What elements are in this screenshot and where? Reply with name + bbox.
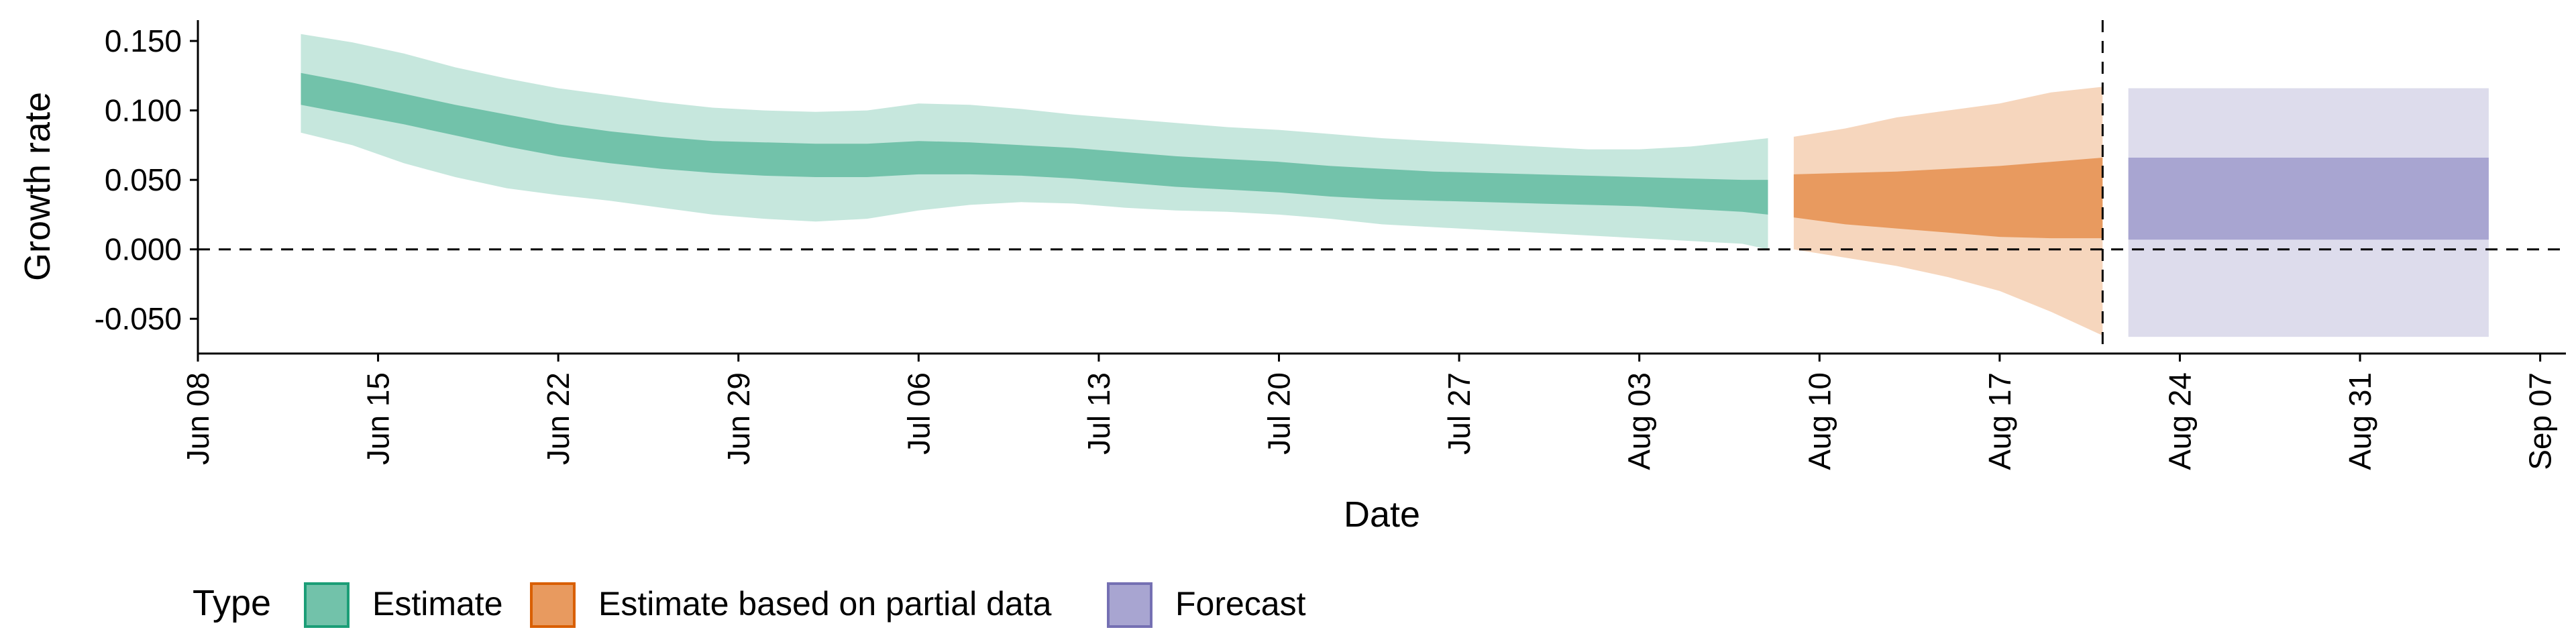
legend-key-series-2 (1107, 582, 1152, 628)
y-axis-title: Growth rate (17, 92, 58, 281)
x-tick-label: Aug 03 (1622, 372, 1657, 470)
reference-lines (198, 20, 2566, 354)
x-tick-label: Jul 27 (1442, 372, 1477, 455)
ribbon-bands (301, 34, 2489, 337)
x-tick-label: Jul 06 (901, 372, 936, 455)
x-tick-label: Jun 29 (721, 372, 756, 465)
x-tick-label: Aug 24 (2162, 372, 2197, 470)
legend-entries: Estimate Estimate based on partial data Fo… (304, 582, 1306, 628)
band-inner-series-0 (301, 72, 1768, 215)
legend-title: Type (193, 583, 271, 623)
y-tick-label: 0.050 (105, 162, 182, 197)
legend-key-series-1 (530, 582, 576, 628)
axes (197, 20, 2566, 355)
band-inner-series-2 (2128, 158, 2489, 240)
x-tick-label: Aug 10 (1802, 372, 1837, 470)
y-tick-label: 0.100 (105, 93, 182, 128)
x-axis-title: Date (1344, 494, 1420, 535)
y-tick-label: 0.150 (105, 23, 182, 58)
x-tick-label: Aug 31 (2343, 372, 2377, 470)
x-tick-label: Jul 20 (1262, 372, 1297, 455)
legend-key-series-0 (304, 582, 350, 628)
legend-label: Estimate based on partial data (598, 585, 1052, 623)
x-tick-label: Aug 17 (1982, 372, 2017, 470)
legend-label: Estimate (372, 585, 503, 623)
y-tick-label: -0.050 (95, 301, 182, 336)
legend: Type Estimate Estimate based on partial d… (193, 582, 1306, 628)
band-inner-series-1 (1793, 158, 2103, 239)
y-axis-ticks: -0.050 0.000 0.050 0.100 0.150 (95, 23, 198, 336)
y-tick-label: 0.000 (105, 232, 182, 267)
x-tick-label: Jun 15 (361, 372, 396, 465)
x-tick-label: Jun 22 (541, 372, 576, 465)
x-tick-label: Jul 13 (1081, 372, 1116, 455)
x-tick-label: Sep 07 (2523, 372, 2558, 470)
x-axis-ticks: Jun 08 Jun 15 Jun 22 Jun 29 Jul 06 Jul 13 Jul … (180, 354, 2558, 470)
legend-label: Forecast (1175, 585, 1306, 623)
x-tick-label: Jun 08 (180, 372, 215, 465)
